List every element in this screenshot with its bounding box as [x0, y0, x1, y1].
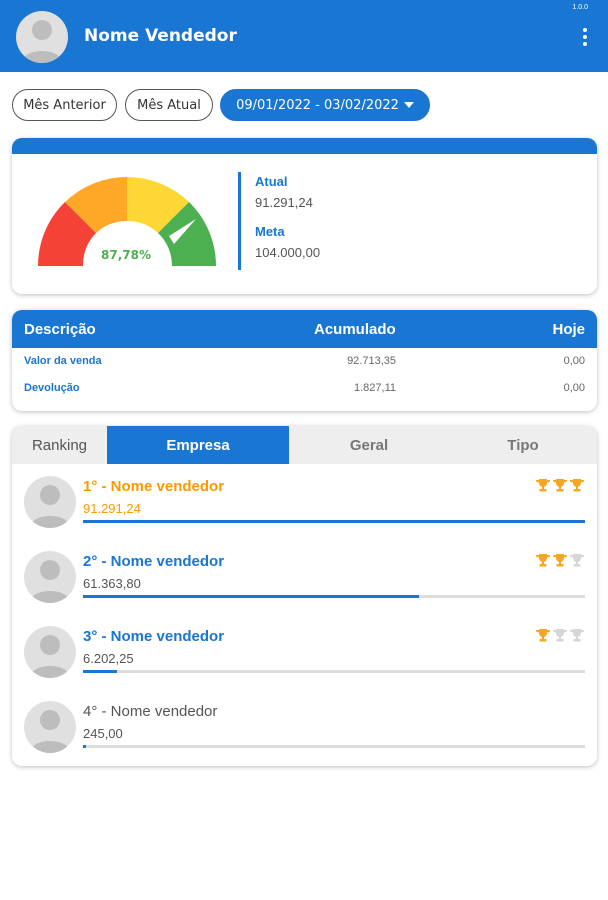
row-descricao: Valor da venda [24, 355, 102, 367]
gauge-needle [169, 219, 196, 244]
trophy-icon [570, 554, 584, 567]
trophies [535, 477, 585, 493]
avatar [24, 551, 76, 603]
trophy-icon [553, 479, 567, 492]
atual-value: 91.291,24 [255, 195, 313, 210]
seller-position-name: 4° - Nome vendedor [83, 703, 218, 720]
current-month-button[interactable]: Mês Atual [125, 89, 213, 121]
table-header: Descrição Acumulado Hoje [12, 310, 597, 348]
trophies [535, 552, 585, 568]
meta-label: Meta [255, 224, 285, 239]
avatar [24, 476, 76, 528]
row-acumulado: 1.827,11 [353, 382, 396, 394]
table-row: Devolução 1.827,11 0,00 [12, 375, 597, 402]
ranking-tabs: Ranking Empresa Geral Tipo [12, 426, 597, 464]
progress-bar [83, 520, 585, 523]
goal-gauge-card: 87,78% Atual 91.291,24 Meta 104.000,00 [12, 138, 597, 294]
seller-value: 245,00 [83, 726, 123, 741]
table-row: Valor da venda 92.713,35 0,00 [12, 348, 597, 375]
trophy-icon [536, 479, 550, 492]
seller-value: 91.291,24 [83, 501, 141, 516]
seller-value: 61.363,80 [83, 576, 141, 591]
divider [238, 172, 241, 270]
date-range-label: 09/01/2022 - 03/02/2022 [236, 97, 399, 113]
progress-fill [83, 670, 118, 673]
ranking-label: Ranking [31, 436, 88, 454]
trophy-icon [553, 629, 567, 642]
progress-fill [83, 520, 585, 523]
more-vertical-icon[interactable] [582, 28, 588, 46]
seller-position-name: 2° - Nome vendedor [83, 553, 225, 570]
row-descricao: Devolução [24, 382, 80, 394]
previous-month-button[interactable]: Mês Anterior [12, 89, 117, 121]
progress-bar [83, 745, 585, 748]
card-topbar [12, 138, 597, 154]
gauge-segment-green [158, 202, 217, 266]
list-item[interactable]: 1° - Nome vendedor 91.291,24 [12, 464, 597, 539]
gauge-segment-red [37, 202, 96, 266]
list-item[interactable]: 3° - Nome vendedor 6.202,25 [12, 614, 597, 689]
header-hoje: Hoje [552, 321, 585, 338]
app-header: Nome Vendedor 1.0.0 [0, 0, 608, 72]
list-item[interactable]: 2° - Nome vendedor 61.363,80 [12, 539, 597, 614]
tab-empresa[interactable]: Empresa [107, 426, 289, 464]
tab-geral[interactable]: Geral [349, 436, 389, 454]
row-acumulado: 92.713,35 [347, 355, 396, 367]
progress-fill [83, 595, 420, 598]
trophy-icon [570, 629, 584, 642]
trophy-icon [536, 629, 550, 642]
progress-bar [83, 595, 585, 598]
avatar [24, 701, 76, 753]
gauge-segment-orange [65, 176, 127, 233]
header-acumulado: Acumulado [314, 321, 396, 338]
seller-value: 6.202,25 [83, 651, 134, 666]
tab-tipo[interactable]: Tipo [507, 436, 539, 454]
app-version: 1.0.0 [572, 4, 588, 11]
ranking-card: Ranking Empresa Geral Tipo 1° - Nome ven… [12, 426, 597, 766]
summary-table: Descrição Acumulado Hoje Valor da venda … [12, 310, 597, 411]
trophy-icon [553, 554, 567, 567]
meta-value: 104.000,00 [255, 245, 321, 260]
trophy-icon [570, 479, 584, 492]
list-item[interactable]: 4° - Nome vendedor 245,00 [12, 689, 597, 764]
seller-name-title: Nome Vendedor [84, 26, 237, 46]
row-hoje: 0,00 [563, 355, 585, 367]
trophies [535, 627, 585, 643]
gauge-percent: 87,78% [101, 248, 151, 262]
date-range-dropdown[interactable]: 09/01/2022 - 03/02/2022 [220, 89, 430, 121]
caret-down-icon [403, 102, 414, 108]
trophy-icon [536, 554, 550, 567]
seller-position-name: 1° - Nome vendedor [83, 478, 225, 495]
seller-position-name: 3° - Nome vendedor [83, 628, 225, 645]
user-avatar[interactable] [16, 11, 68, 63]
progress-fill [83, 745, 86, 748]
atual-label: Atual [255, 174, 288, 189]
row-hoje: 0,00 [563, 382, 585, 394]
gauge-segment-yellow [127, 176, 189, 233]
header-descricao: Descrição [24, 321, 96, 338]
progress-bar [83, 670, 585, 673]
gauge-chart [37, 176, 217, 266]
avatar [24, 626, 76, 678]
